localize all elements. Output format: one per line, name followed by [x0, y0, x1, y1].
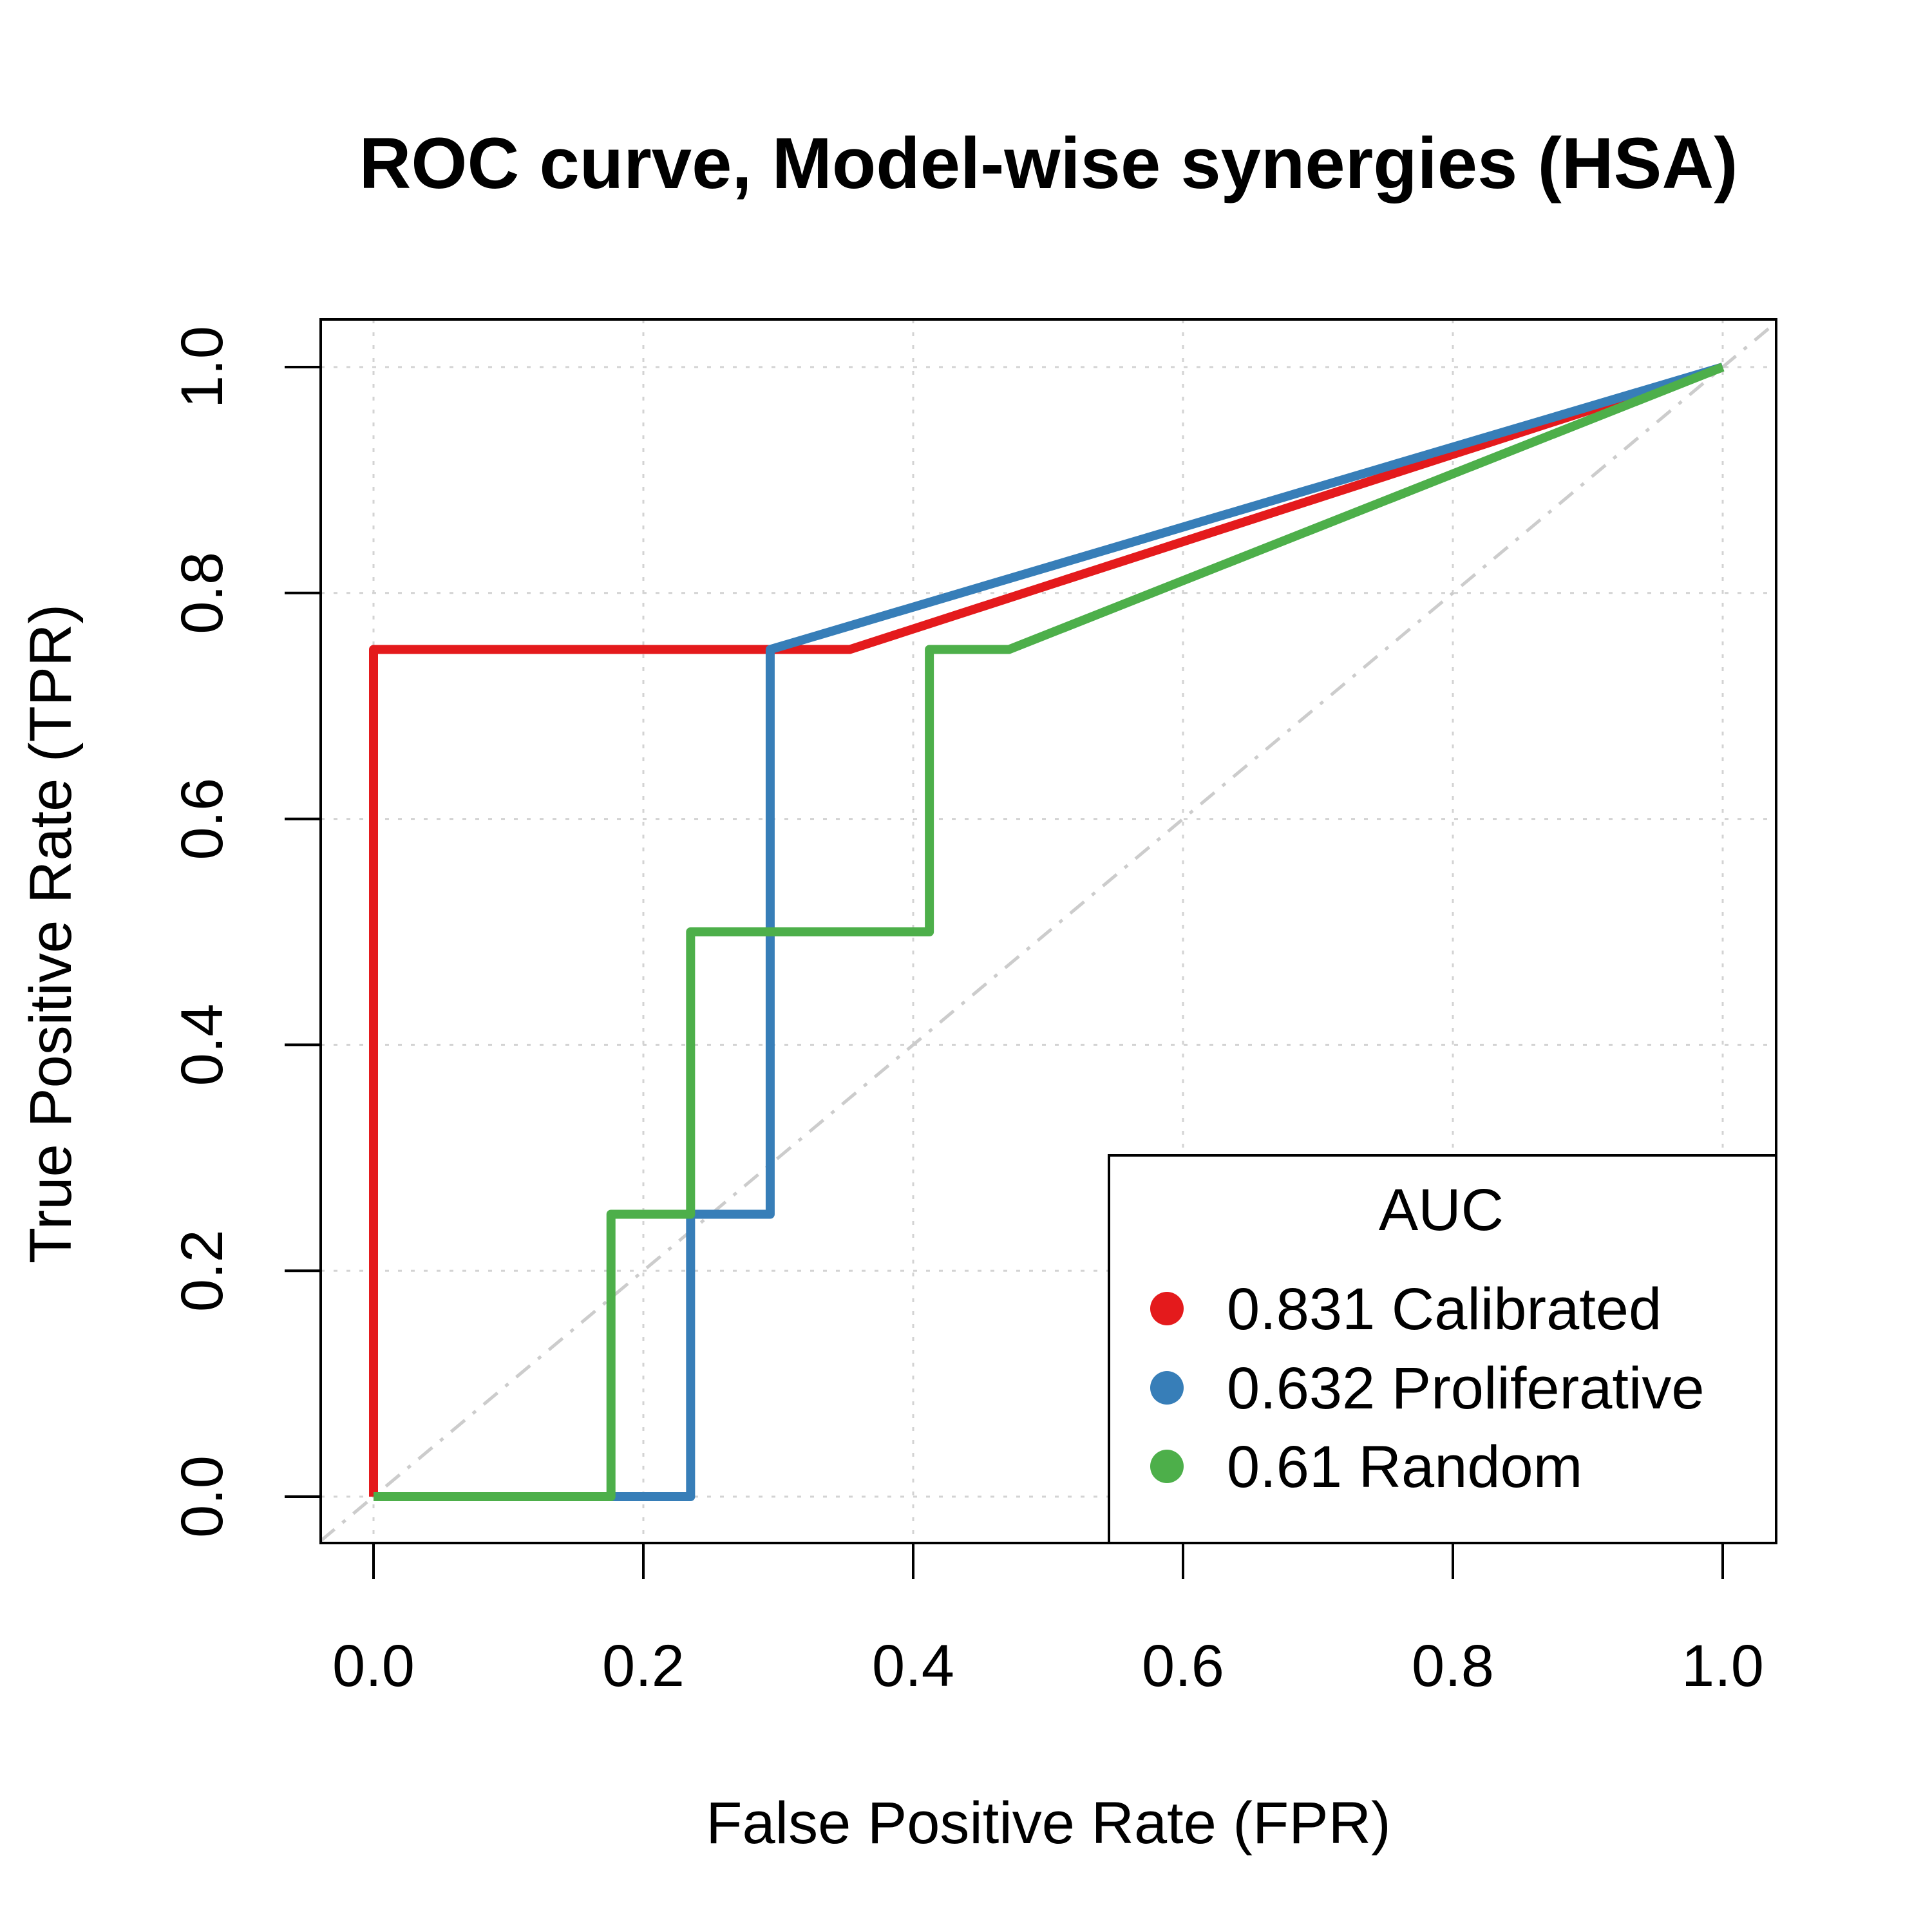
reference-diagonal — [319, 321, 1777, 1542]
legend-box — [1108, 1154, 1777, 1544]
x-tick-label-4: 0.8 — [1412, 1633, 1494, 1699]
y-tick-label-5: 1.0 — [169, 326, 235, 408]
x-tick-label-5: 1.0 — [1681, 1633, 1764, 1699]
legend: AUC 0.831 Calibrated 0.632 Proliferative 0.… — [1108, 1154, 1777, 1544]
y-tick-label-4: 0.8 — [169, 552, 235, 634]
legend-label-1: 0.632 Proliferative — [1227, 1356, 1705, 1421]
axes: 0.0 0.2 0.4 0.6 0.8 1.0 0.0 0.2 0.4 0.6 0.8 1.0 — [169, 318, 1777, 1699]
legend-marker-1 — [1150, 1371, 1184, 1405]
plot-border — [319, 318, 1777, 1544]
series-line-2 — [374, 363, 1725, 1501]
y-axis-label: True Positive Rate (TPR) — [18, 604, 84, 1264]
series-line-0 — [369, 363, 1725, 1497]
series-group — [369, 363, 1725, 1501]
y-tick-label-1: 0.2 — [169, 1229, 235, 1312]
y-tick-label-3: 0.6 — [169, 778, 235, 860]
legend-marker-2 — [1150, 1450, 1184, 1483]
series-line-1 — [374, 363, 1724, 1501]
y-tick-label-2: 0.4 — [169, 1003, 235, 1086]
chart-title: ROC curve, Model-wise synergies (HSA) — [359, 123, 1738, 204]
x-tick-label-1: 0.2 — [602, 1633, 685, 1699]
x-axis-label: False Positive Rate (FPR) — [706, 1790, 1390, 1856]
x-tick-label-3: 0.6 — [1142, 1633, 1224, 1699]
legend-marker-0 — [1150, 1292, 1184, 1325]
x-tick-label-2: 0.4 — [872, 1633, 954, 1699]
x-tick-label-0: 0.0 — [332, 1633, 415, 1699]
legend-label-0: 0.831 Calibrated — [1227, 1276, 1662, 1342]
legend-label-2: 0.61 Random — [1227, 1434, 1582, 1500]
legend-title: AUC — [1379, 1177, 1504, 1243]
diagonal-line — [319, 321, 1777, 1542]
y-tick-label-0: 0.0 — [169, 1455, 235, 1538]
